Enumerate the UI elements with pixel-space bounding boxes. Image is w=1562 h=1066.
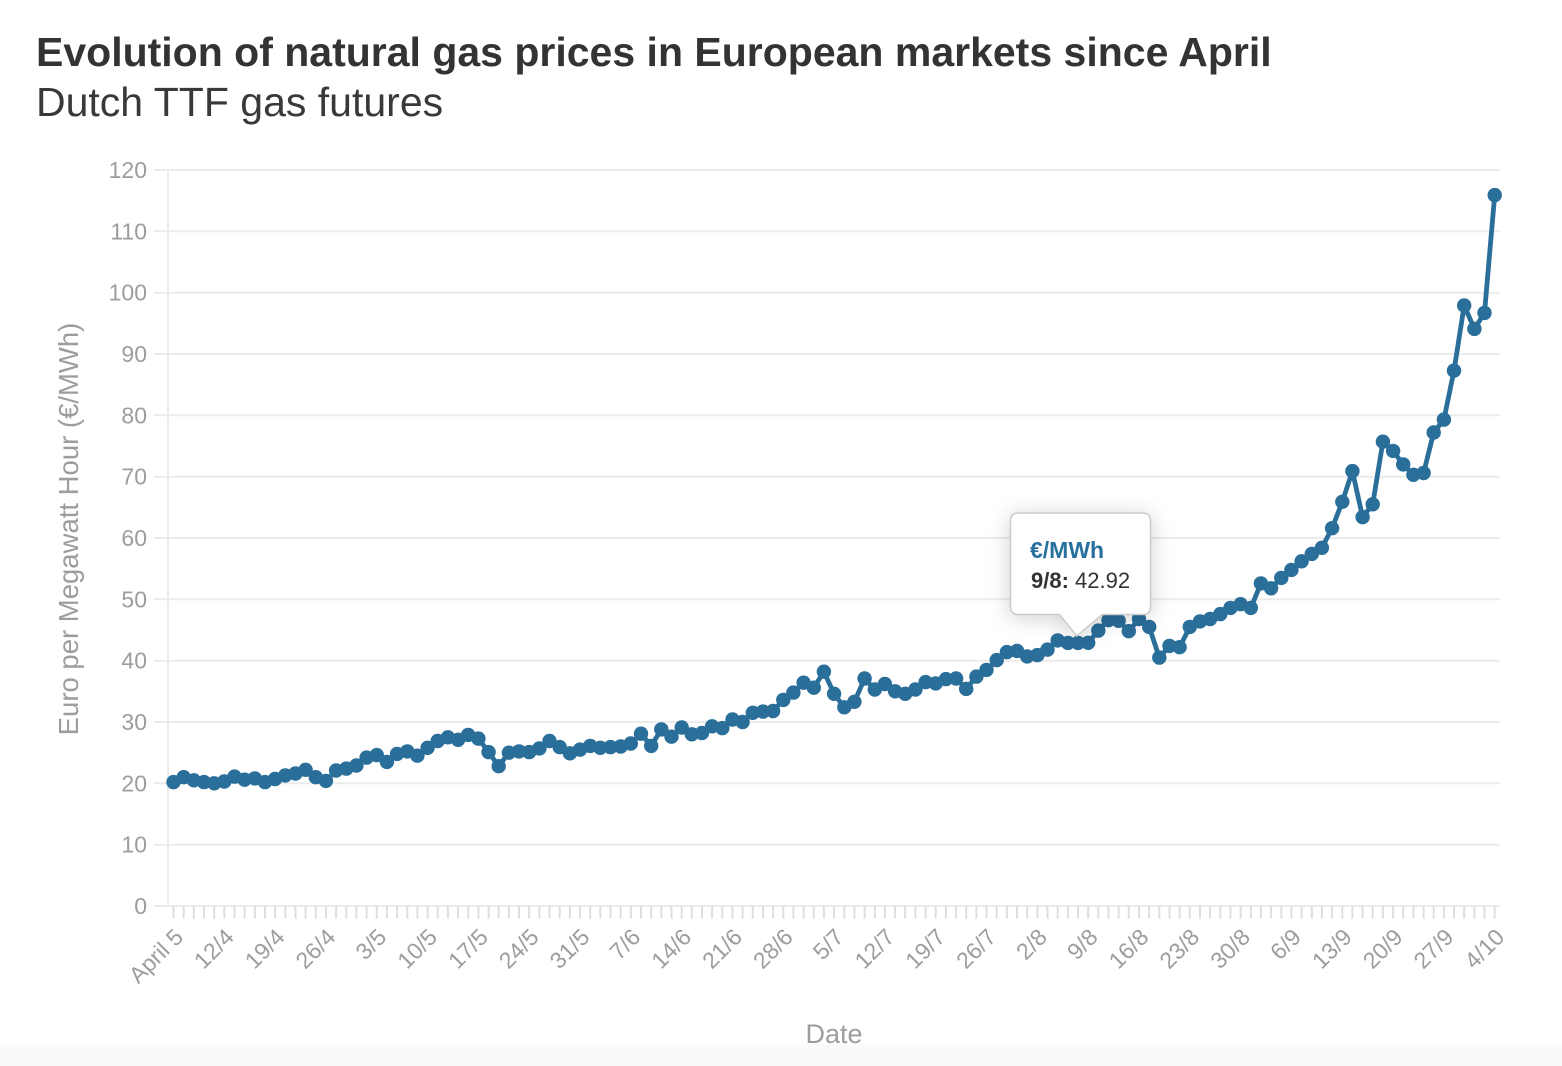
- svg-text:120: 120: [109, 157, 147, 183]
- svg-text:€/MWh: €/MWh: [1030, 537, 1104, 563]
- svg-text:20: 20: [121, 770, 147, 796]
- svg-text:30: 30: [121, 709, 147, 735]
- svg-text:Date: Date: [805, 1019, 862, 1049]
- svg-text:90: 90: [121, 341, 147, 367]
- svg-text:70: 70: [121, 464, 147, 490]
- svg-text:50: 50: [121, 586, 147, 612]
- svg-text:10: 10: [121, 832, 147, 858]
- svg-text:Euro per Megawatt Hour (€/MWh): Euro per Megawatt Hour (€/MWh): [53, 323, 84, 736]
- svg-text:60: 60: [121, 525, 147, 551]
- svg-text:Dutch TTF gas futures: Dutch TTF gas futures: [36, 79, 443, 125]
- svg-text:100: 100: [109, 280, 147, 306]
- svg-text:Evolution of natural gas price: Evolution of natural gas prices in Europ…: [36, 29, 1272, 75]
- svg-text:110: 110: [110, 218, 147, 244]
- svg-text:9/8: 42.92: 9/8: 42.92: [1031, 568, 1130, 593]
- svg-text:40: 40: [121, 648, 147, 674]
- svg-text:80: 80: [121, 402, 147, 428]
- svg-text:0: 0: [134, 893, 147, 919]
